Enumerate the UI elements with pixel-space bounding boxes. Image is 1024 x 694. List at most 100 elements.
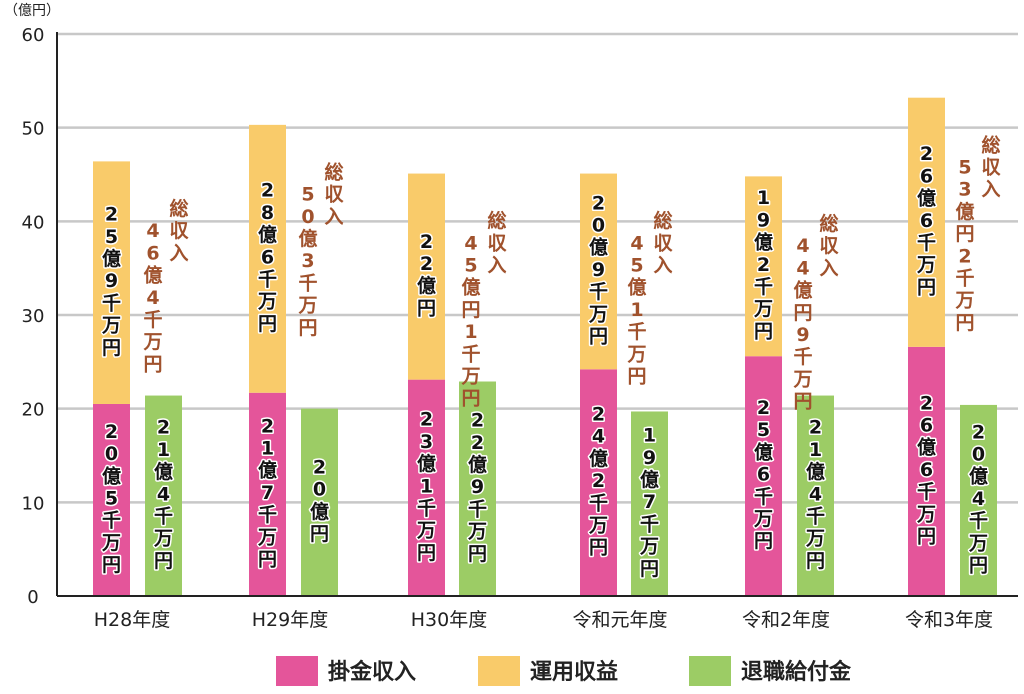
legend-swatch xyxy=(689,656,731,686)
data-label-char: 4 xyxy=(592,426,605,448)
data-label-char: 万 xyxy=(954,290,974,312)
data-label-char: 4 xyxy=(464,232,477,254)
y-tick-label: 30 xyxy=(22,306,45,327)
data-label-char: 2 xyxy=(105,421,118,443)
data-label-char: 千 xyxy=(468,498,487,520)
data-label-char: 円 xyxy=(417,542,436,564)
bar-unyou xyxy=(580,173,617,370)
data-label-char: 0 xyxy=(313,479,326,501)
data-label-char: 9 xyxy=(796,324,809,346)
data-label-char: 7 xyxy=(261,482,274,504)
data-label-char: 千 xyxy=(754,276,773,298)
data-label-char: 万 xyxy=(916,503,936,525)
data-label-char: 6 xyxy=(920,459,933,481)
data-label-char: 入 xyxy=(487,255,506,277)
data-label-char: 入 xyxy=(324,206,343,228)
legend-label: 掛金収入 xyxy=(328,659,416,685)
data-label-char: 千 xyxy=(258,504,277,526)
data-label-char: 千 xyxy=(589,492,608,514)
bar-taishoku xyxy=(459,381,496,596)
data-label-char: 1 xyxy=(464,321,477,343)
data-label-char: 2 xyxy=(592,192,605,214)
data-label-char: 万 xyxy=(142,331,162,353)
data-label-char: 万 xyxy=(153,528,173,550)
data-label-char: 総 xyxy=(819,212,838,235)
bar-unyou xyxy=(249,124,286,393)
data-label-char: 千 xyxy=(969,510,988,532)
data-label-char: 億 xyxy=(468,453,487,476)
bar-kakekin xyxy=(249,392,286,596)
data-label-char: 円 xyxy=(258,313,277,335)
data-label-char: 9 xyxy=(471,476,484,498)
data-label-char: 円 xyxy=(310,523,329,545)
data-label-char: 円 xyxy=(917,276,936,298)
data-label-char: 6 xyxy=(146,242,159,264)
x-category-label: H29年度 xyxy=(252,609,328,631)
data-label-char: 円 xyxy=(143,353,162,375)
data-label-char: 0 xyxy=(105,443,118,465)
data-label-char: 5 xyxy=(301,184,314,206)
data-label-char: 円 xyxy=(640,558,659,580)
data-label-char: 2 xyxy=(313,457,326,479)
data-label-char: 円 xyxy=(589,537,608,559)
data-label-char: 億 xyxy=(258,459,277,482)
data-label-char: 円 xyxy=(627,366,646,388)
data-label-char: 万 xyxy=(467,521,487,543)
y-tick-label: 40 xyxy=(22,212,45,233)
data-label-char: 0 xyxy=(592,215,605,237)
data-label-char: 6 xyxy=(261,246,274,268)
total-caption-label: 総収入 xyxy=(169,197,189,264)
data-label-char: 1 xyxy=(630,299,643,321)
data-label-char: 総 xyxy=(169,197,188,220)
data-label-char: 総 xyxy=(487,209,506,232)
bar-unyou xyxy=(93,161,130,404)
data-label-char: 円 xyxy=(917,526,936,548)
data-label-char: 万 xyxy=(588,515,608,537)
data-label-char: 2 xyxy=(157,417,170,439)
data-label-char: 9 xyxy=(757,209,770,231)
data-label-char: 収 xyxy=(819,235,839,257)
bar-taishoku xyxy=(797,395,834,596)
data-label-char: 円 xyxy=(806,550,825,572)
data-label-char: 億 xyxy=(917,187,936,210)
data-label-char: 総 xyxy=(981,133,1000,156)
data-label-char: 円 xyxy=(298,317,317,339)
data-label-char: 万 xyxy=(460,366,480,388)
data-label-char: 千 xyxy=(298,272,317,294)
data-label-char: 収 xyxy=(981,156,1001,178)
data-label-char: 入 xyxy=(981,179,1000,201)
data-labels: 20億5千万円25億9千万円21億4千万円46億4千万円総収入21億7千万円28… xyxy=(99,133,1001,581)
data-label-char: 7 xyxy=(643,491,656,513)
data-label-char: 億 xyxy=(627,276,646,299)
data-label-char: 0 xyxy=(972,444,985,466)
data-label-char: 円 xyxy=(793,391,812,413)
data-label-char: 2 xyxy=(920,143,933,165)
data-label-char: 3 xyxy=(301,250,314,272)
total-caption-label: 総収入 xyxy=(819,212,839,279)
y-tick-label: 20 xyxy=(22,400,45,421)
y-unit-label: （億円） xyxy=(4,3,60,19)
data-label-char: 千 xyxy=(258,268,277,290)
bar-taishoku xyxy=(631,411,668,596)
y-tick-label: 50 xyxy=(22,119,45,140)
data-label-char: 4 xyxy=(972,488,985,510)
data-label-char: 千 xyxy=(154,505,173,527)
data-label-char: 9 xyxy=(592,259,605,281)
total-caption-label: 総収入 xyxy=(981,133,1001,200)
data-label-char: 円 xyxy=(955,312,974,334)
data-label-char: 4 xyxy=(146,287,159,309)
x-category-label: H30年度 xyxy=(411,609,487,631)
